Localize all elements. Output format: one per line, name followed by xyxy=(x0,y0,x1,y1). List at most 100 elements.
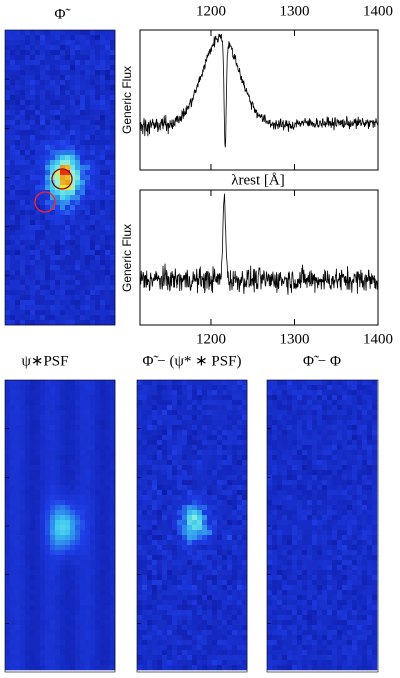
pixel xyxy=(137,520,143,526)
pixel xyxy=(192,430,198,436)
pixel xyxy=(45,130,51,136)
pixel xyxy=(202,510,208,516)
pixel xyxy=(242,415,248,421)
pixel xyxy=(65,115,71,121)
pixel xyxy=(167,595,173,601)
pixel xyxy=(222,410,228,416)
pixel xyxy=(197,605,203,611)
pixel xyxy=(357,430,363,436)
pixel xyxy=(147,615,153,621)
pixel xyxy=(95,110,101,116)
pixel xyxy=(152,485,158,491)
pixel xyxy=(237,540,243,546)
pixel xyxy=(197,415,203,421)
pixel xyxy=(35,545,41,551)
pixel xyxy=(367,465,373,471)
pixel xyxy=(75,155,81,161)
pixel xyxy=(15,540,21,546)
pixel xyxy=(232,545,238,551)
pixel xyxy=(337,500,343,506)
pixel xyxy=(347,590,353,596)
pixel xyxy=(95,255,101,261)
pixel xyxy=(327,410,333,416)
pixel xyxy=(267,590,273,596)
pixel xyxy=(347,575,353,581)
pixel xyxy=(342,455,348,461)
pixel xyxy=(35,55,41,61)
pixel xyxy=(30,435,36,441)
pixel xyxy=(55,190,61,196)
pixel xyxy=(167,470,173,476)
pixel xyxy=(110,225,116,231)
pixel xyxy=(100,130,106,136)
pixel xyxy=(50,530,56,536)
pixel xyxy=(352,610,358,616)
pixel xyxy=(362,490,368,496)
pixel xyxy=(70,660,76,666)
pixel xyxy=(242,600,248,606)
pixel xyxy=(110,515,116,521)
pixel xyxy=(95,35,101,41)
pixel xyxy=(15,290,21,296)
pixel xyxy=(147,415,153,421)
pixel xyxy=(80,310,86,316)
pixel xyxy=(332,600,338,606)
pixel xyxy=(60,405,66,411)
pixel xyxy=(272,530,278,536)
pixel xyxy=(80,450,86,456)
pixel xyxy=(372,570,378,576)
pixel xyxy=(95,500,101,506)
pixel xyxy=(302,430,308,436)
pixel xyxy=(110,425,116,431)
pixel xyxy=(362,530,368,536)
pixel xyxy=(212,655,218,661)
pixel xyxy=(45,505,51,511)
pixel xyxy=(352,490,358,496)
pixel xyxy=(85,205,91,211)
pixel xyxy=(20,135,26,141)
pixel xyxy=(302,565,308,571)
pixel xyxy=(187,485,193,491)
pixel xyxy=(90,35,96,41)
pixel xyxy=(267,580,273,586)
pixel xyxy=(347,465,353,471)
pixel xyxy=(35,450,41,456)
pixel xyxy=(207,520,213,526)
pixel xyxy=(25,80,31,86)
pixel xyxy=(317,610,323,616)
pixel xyxy=(10,620,16,626)
pixel xyxy=(227,395,233,401)
pixel xyxy=(222,625,228,631)
pixel xyxy=(60,180,66,186)
pixel xyxy=(172,515,178,521)
pixel xyxy=(40,275,46,281)
pixel xyxy=(162,465,168,471)
pixel xyxy=(342,570,348,576)
pixel xyxy=(30,455,36,461)
pixel xyxy=(85,90,91,96)
pixel xyxy=(137,565,143,571)
pixel xyxy=(35,315,41,321)
pixel xyxy=(5,125,11,131)
pixel xyxy=(362,615,368,621)
pixel xyxy=(65,145,71,151)
pixel xyxy=(182,655,188,661)
pixel xyxy=(217,580,223,586)
pixel xyxy=(142,555,148,561)
pixel xyxy=(45,545,51,551)
pixel xyxy=(347,605,353,611)
pixel xyxy=(242,455,248,461)
pixel xyxy=(202,500,208,506)
pixel xyxy=(342,515,348,521)
pixel xyxy=(152,580,158,586)
pixel xyxy=(217,525,223,531)
pixel xyxy=(30,575,36,581)
pixel xyxy=(15,245,21,251)
pixel xyxy=(272,525,278,531)
pixel xyxy=(172,640,178,646)
pixel xyxy=(50,525,56,531)
pixel xyxy=(282,545,288,551)
pixel xyxy=(337,385,343,391)
pixel xyxy=(70,115,76,121)
pixel xyxy=(90,120,96,126)
